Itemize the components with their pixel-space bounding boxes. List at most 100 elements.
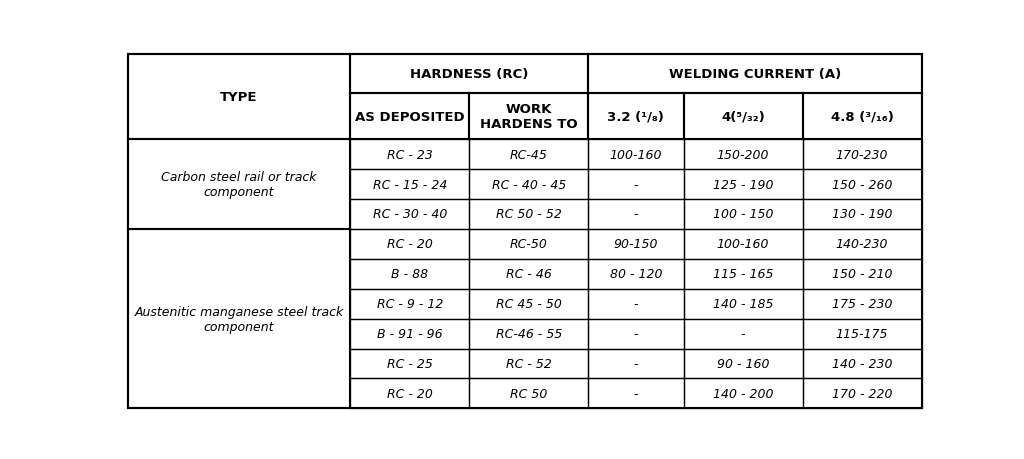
Text: 140 - 200: 140 - 200 (713, 387, 773, 400)
Bar (588, 259, 684, 289)
Bar (469, 170, 588, 200)
Bar (588, 349, 684, 379)
Bar (684, 200, 803, 230)
Text: RC - 52: RC - 52 (506, 357, 552, 370)
Bar (803, 259, 922, 289)
Text: TYPE: TYPE (220, 91, 258, 104)
Bar (350, 319, 469, 349)
Bar (588, 379, 684, 409)
Bar (469, 200, 588, 230)
Text: 140 - 185: 140 - 185 (713, 297, 773, 311)
Text: RC 50 - 52: RC 50 - 52 (496, 208, 562, 221)
Bar (588, 319, 684, 349)
Bar (803, 230, 922, 259)
Bar (803, 289, 922, 319)
Bar (350, 259, 469, 289)
Bar (588, 289, 684, 319)
Text: 150-200: 150-200 (717, 148, 769, 161)
Bar (803, 319, 922, 349)
Text: 140 - 230: 140 - 230 (831, 357, 892, 370)
Text: RC - 25: RC - 25 (387, 357, 433, 370)
Bar (350, 349, 469, 379)
Text: 115-175: 115-175 (836, 327, 889, 341)
Bar (684, 230, 803, 259)
Bar (588, 94, 684, 140)
Text: 115 - 165: 115 - 165 (713, 268, 773, 281)
Bar (803, 349, 922, 379)
Bar (350, 140, 469, 170)
Text: HARDNESS (RC): HARDNESS (RC) (410, 68, 528, 81)
Bar (469, 289, 588, 319)
Text: -: - (634, 357, 638, 370)
Bar (128, 55, 350, 140)
Text: -: - (634, 178, 638, 191)
Text: RC-46 - 55: RC-46 - 55 (496, 327, 562, 341)
Bar (350, 289, 469, 319)
Text: RC - 40 - 45: RC - 40 - 45 (492, 178, 566, 191)
Text: 100-160: 100-160 (609, 148, 663, 161)
Text: 170-230: 170-230 (836, 148, 889, 161)
Bar (469, 349, 588, 379)
Text: -: - (634, 327, 638, 341)
Text: -: - (634, 208, 638, 221)
Text: 100-160: 100-160 (717, 238, 769, 251)
Bar (588, 170, 684, 200)
Text: RC - 15 - 24: RC - 15 - 24 (373, 178, 446, 191)
Text: WELDING CURRENT (A): WELDING CURRENT (A) (669, 68, 841, 81)
Text: WORK
HARDENS TO: WORK HARDENS TO (480, 103, 578, 131)
Bar (469, 230, 588, 259)
Bar (684, 289, 803, 319)
Text: AS DEPOSITED: AS DEPOSITED (355, 111, 465, 123)
Text: RC 50: RC 50 (510, 387, 548, 400)
Bar (803, 200, 922, 230)
Text: RC - 46: RC - 46 (506, 268, 552, 281)
Text: 170 - 220: 170 - 220 (831, 387, 892, 400)
Bar (684, 319, 803, 349)
Bar (684, 259, 803, 289)
Text: 140-230: 140-230 (836, 238, 889, 251)
Text: 90-150: 90-150 (613, 238, 658, 251)
Text: RC - 23: RC - 23 (387, 148, 433, 161)
Text: Carbon steel rail or track
component: Carbon steel rail or track component (162, 171, 316, 199)
Text: RC - 20: RC - 20 (387, 238, 433, 251)
Text: 100 - 150: 100 - 150 (713, 208, 773, 221)
Bar (469, 379, 588, 409)
Bar (350, 94, 469, 140)
Text: B - 91 - 96: B - 91 - 96 (377, 327, 442, 341)
Bar (588, 200, 684, 230)
Text: RC - 20: RC - 20 (387, 387, 433, 400)
Text: -: - (634, 387, 638, 400)
Bar (469, 319, 588, 349)
Text: -: - (740, 327, 745, 341)
Text: RC - 30 - 40: RC - 30 - 40 (373, 208, 446, 221)
Bar (803, 94, 922, 140)
Text: 125 - 190: 125 - 190 (713, 178, 773, 191)
Bar (128, 140, 350, 230)
Text: -: - (634, 297, 638, 311)
Text: 4.8 (³/₁₆): 4.8 (³/₁₆) (830, 111, 894, 123)
Bar (469, 259, 588, 289)
Bar (684, 140, 803, 170)
Text: 175 - 230: 175 - 230 (831, 297, 892, 311)
Bar (684, 349, 803, 379)
Text: RC-50: RC-50 (510, 238, 548, 251)
Bar (350, 170, 469, 200)
Bar (469, 140, 588, 170)
Text: 3.2 (¹/₈): 3.2 (¹/₈) (607, 111, 665, 123)
Bar (803, 170, 922, 200)
Bar (684, 94, 803, 140)
Bar (684, 170, 803, 200)
Bar (350, 200, 469, 230)
Text: 4(⁵/₃₂): 4(⁵/₃₂) (721, 111, 765, 123)
Bar (128, 230, 350, 409)
Bar (588, 230, 684, 259)
Bar (803, 379, 922, 409)
Bar (350, 379, 469, 409)
Bar (588, 140, 684, 170)
Text: RC - 9 - 12: RC - 9 - 12 (377, 297, 443, 311)
Text: RC 45 - 50: RC 45 - 50 (496, 297, 562, 311)
Text: 90 - 160: 90 - 160 (717, 357, 769, 370)
Text: Austenitic manganese steel track
component: Austenitic manganese steel track compone… (134, 305, 344, 333)
Text: 130 - 190: 130 - 190 (831, 208, 892, 221)
Bar (803, 140, 922, 170)
